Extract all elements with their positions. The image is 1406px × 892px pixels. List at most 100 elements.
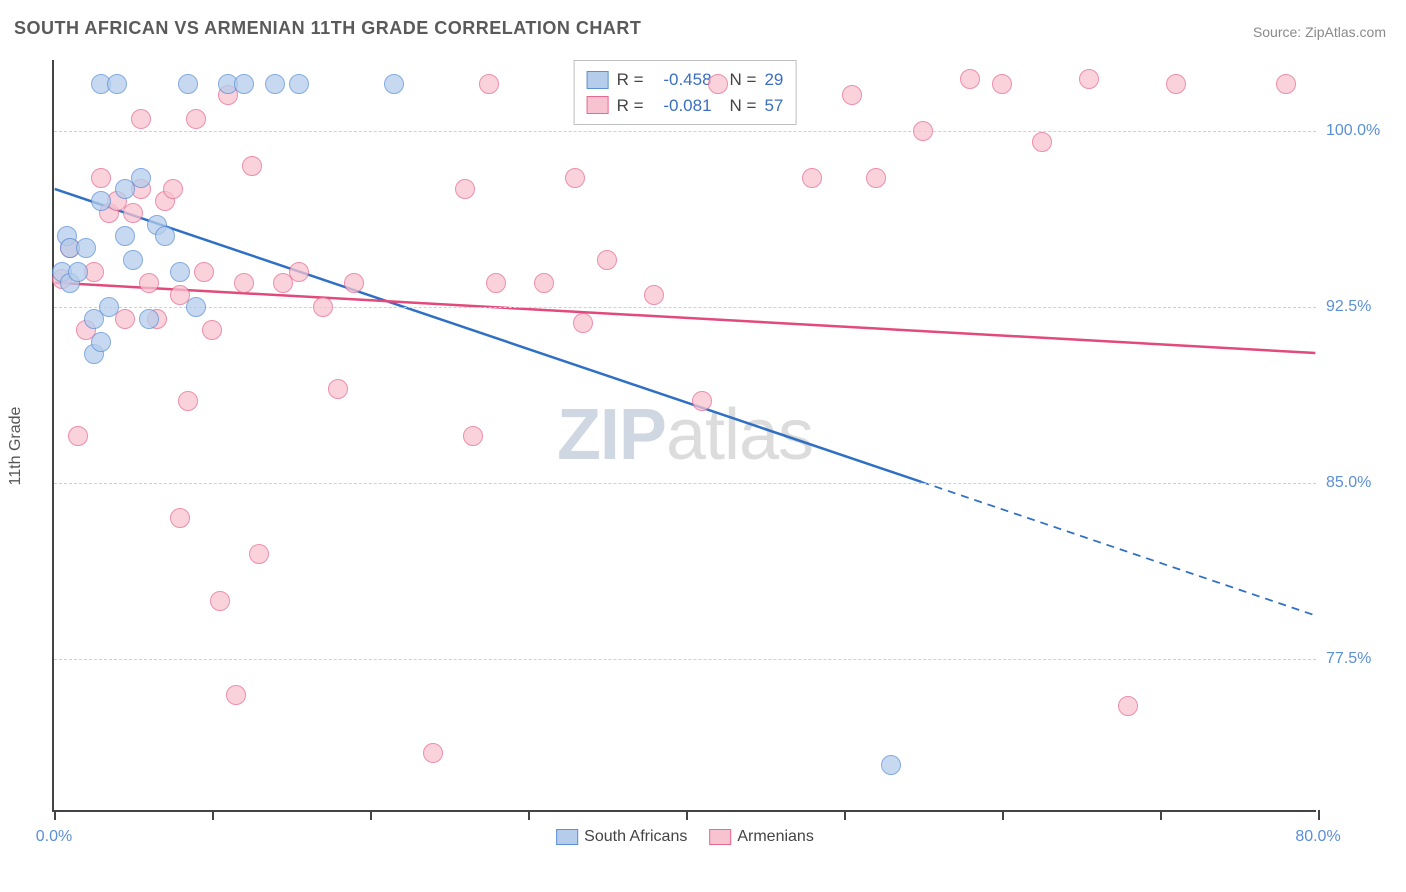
legend-r-value: -0.458 [652,67,712,93]
data-point [573,313,593,333]
grid-line [54,483,1316,484]
legend-top: R = -0.458 N = 29 R = -0.081 N = 57 [574,60,797,125]
watermark-atlas: atlas [666,395,813,475]
data-point [242,156,262,176]
data-point [960,69,980,89]
data-point [992,74,1012,94]
data-point [802,168,822,188]
data-point [76,238,96,258]
data-point [479,74,499,94]
chart-title: SOUTH AFRICAN VS ARMENIAN 11TH GRADE COR… [14,18,641,39]
data-point [1032,132,1052,152]
data-point [289,74,309,94]
watermark: ZIPatlas [557,394,813,476]
data-point [139,273,159,293]
data-point [210,591,230,611]
legend-bottom: South Africans Armenians [556,828,814,846]
data-point [170,262,190,282]
data-point [178,391,198,411]
legend-swatch [709,829,731,845]
legend-swatch [587,71,609,89]
watermark-zip: ZIP [557,395,666,475]
data-point [186,109,206,129]
data-point [115,226,135,246]
y-tick-label: 92.5% [1326,298,1396,316]
data-point [1079,69,1099,89]
x-tick [1160,810,1162,820]
data-point [99,297,119,317]
data-point [313,297,333,317]
grid-line [54,131,1316,132]
data-point [68,426,88,446]
data-point [344,273,364,293]
data-point [423,743,443,763]
data-point [265,74,285,94]
data-point [881,755,901,775]
data-point [644,285,664,305]
y-tick-label: 100.0% [1326,122,1396,140]
data-point [91,191,111,211]
x-tick [686,810,688,820]
legend-series-label: Armenians [737,828,813,846]
legend-n-value: 29 [764,67,783,93]
data-point [226,685,246,705]
legend-n-label: N = [730,67,757,93]
data-point [155,226,175,246]
data-point [455,179,475,199]
legend-bottom-item: Armenians [709,828,813,846]
data-point [186,297,206,317]
x-tick [54,810,56,820]
data-point [178,74,198,94]
data-point [913,121,933,141]
x-tick [212,810,214,820]
grid-line [54,307,1316,308]
data-point [91,332,111,352]
data-point [486,273,506,293]
legend-n-label: N = [730,93,757,119]
data-point [202,320,222,340]
data-point [328,379,348,399]
legend-series-label: South Africans [584,828,687,846]
data-point [1276,74,1296,94]
x-tick [1318,810,1320,820]
y-axis-label: 11th Grade [7,407,25,486]
x-tick [1002,810,1004,820]
data-point [139,309,159,329]
data-point [708,74,728,94]
x-tick-label: 0.0% [36,828,72,846]
legend-r-label: R = [617,67,644,93]
data-point [91,168,111,188]
grid-line [54,659,1316,660]
data-point [131,168,151,188]
x-tick [370,810,372,820]
x-tick [528,810,530,820]
data-point [249,544,269,564]
data-point [131,109,151,129]
data-point [123,250,143,270]
legend-bottom-item: South Africans [556,828,687,846]
plot-area: ZIPatlas R = -0.458 N = 29 R = -0.081 N … [52,60,1316,812]
data-point [107,74,127,94]
data-point [565,168,585,188]
data-point [68,262,88,282]
data-point [692,391,712,411]
legend-top-row: R = -0.081 N = 57 [587,93,784,119]
legend-swatch [556,829,578,845]
data-point [170,508,190,528]
legend-r-value: -0.081 [652,93,712,119]
data-point [1118,696,1138,716]
legend-top-row: R = -0.458 N = 29 [587,67,784,93]
source-label: Source: ZipAtlas.com [1253,24,1386,40]
data-point [234,273,254,293]
legend-r-label: R = [617,93,644,119]
x-tick [844,810,846,820]
legend-swatch [587,96,609,114]
data-point [234,74,254,94]
data-point [194,262,214,282]
data-point [463,426,483,446]
data-point [384,74,404,94]
data-point [163,179,183,199]
data-point [1166,74,1186,94]
legend-n-value: 57 [764,93,783,119]
data-point [842,85,862,105]
